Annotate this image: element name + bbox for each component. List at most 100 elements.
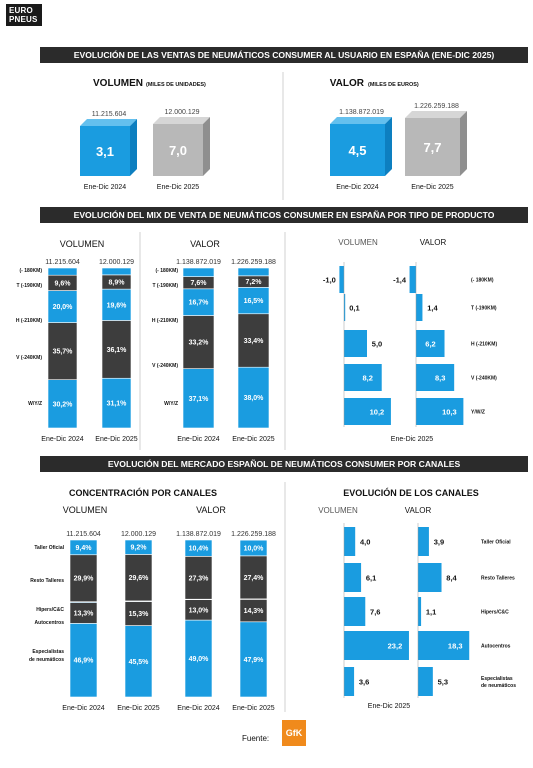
category-label: Ene-Dic 2024 [84,184,127,191]
bar-value-label: -1,4 [393,276,407,285]
bar-side [130,119,137,176]
gfk-logo: GfK [282,720,306,746]
bar-value-label: 3,9 [434,538,444,547]
category-label: Ene-Dic 2024 [177,705,220,712]
logo-line-2: PNEUS [9,15,38,24]
bar [416,398,464,425]
section-banner-canales: EVOLUCIÓN DEL MERCADO ESPAÑOL DE NEUMÁTI… [40,456,528,472]
bar-value-label: 3,6 [359,678,369,687]
segment-label: 9,4% [76,545,93,552]
bar-label: 3,1 [96,144,114,159]
segment-label: 47,9% [244,657,265,664]
category-label: (- 180KM) [471,278,494,284]
section-banner-mix: EVOLUCIÓN DEL MIX DE VENTA DE NEUMÁTICOS… [40,207,528,223]
bar [344,364,382,391]
bar [416,364,455,391]
value-label: 1.226.259.188 [414,103,459,110]
stacked-segment [237,313,270,368]
segment-label: 31,1% [107,401,128,408]
bar-value-label: 1,1 [426,608,436,617]
category-label: Ene-Dic 2024 [336,184,379,191]
section-title-canales: EVOLUCIÓN DEL MERCADO ESPAÑOL DE NEUMÁTI… [107,459,461,469]
column-title: VOLUMEN [338,238,378,247]
segment-label: 15,3% [129,611,150,618]
stacked-segment [237,287,270,315]
total-label: 1.226.259.188 [231,531,276,538]
segment-label: 27,4% [244,575,265,582]
row-label: W/Y/Z [164,401,178,407]
segment-label: 29,6% [129,575,150,582]
row-label: Resto Talleres [30,578,64,584]
bar [416,294,423,321]
bar-label: 7,7 [423,140,441,155]
stacked-segment [182,288,215,316]
stacked-segment [101,267,132,276]
bar [344,667,355,696]
category-label: Ene-Dic 2025 [232,705,275,712]
segment-label: 36,1% [107,347,128,354]
stacked-segment [124,601,153,626]
value-label: 12.000.129 [164,109,199,116]
stacked-segment [47,379,78,429]
segment-label: 16,5% [244,298,265,305]
source-label: Fuente: [242,734,270,743]
bar-side [203,117,210,176]
stacked-segment [239,539,268,557]
stacked-segment [237,267,270,277]
bar [418,667,433,696]
total-label: 12.000.129 [99,259,134,266]
category-label: Taller Oficial [481,540,511,546]
bar-value-label: 23,2 [388,642,403,651]
bar [416,330,445,357]
bar [405,118,460,176]
bar-value-label: 10,3 [442,408,457,417]
row-label: Taller Oficial [34,545,64,551]
total-label: 12.000.129 [121,531,156,538]
total-label: 11.215.604 [66,531,101,538]
row-label: V (-240KM) [152,363,178,369]
europneus-logo: EURO PNEUS [6,4,42,26]
bar [344,330,367,357]
bar [339,266,344,293]
bar-value-label: 7,6 [370,608,380,617]
segment-label: 9,6% [55,280,72,287]
row-label: V (-240KM) [16,355,42,361]
segment-label: 19,6% [107,302,128,309]
category-label: Especialistas [481,676,513,682]
column-title: VALOR [405,506,432,515]
column-title: VOLUMEN [63,505,108,515]
segment-label: 7,6% [191,280,208,287]
column-title: VALOR [196,505,226,515]
total-label: 1.138.872.019 [176,259,221,266]
bar-value-label: 8,2 [363,374,373,383]
segment-label: 33,2% [189,340,210,347]
stacked-segment [101,288,132,321]
bar-value-label: 1,4 [427,304,438,313]
row-label: T (-190KM) [16,283,42,289]
row-label: H (-210KM) [152,318,178,324]
stacked-segment [69,554,98,603]
stacked-segment [239,555,268,600]
bar-value-label: 5,0 [372,340,382,349]
stacked-segment [69,623,98,698]
chart-title: VALOR [330,78,365,89]
bar [344,563,362,592]
stacked-segment [124,625,153,698]
total-label: 1.138.872.019 [176,531,221,538]
bar [80,126,130,176]
chart-title: VOLUMEN [60,239,105,249]
segment-label: 29,9% [74,576,95,583]
segment-label: 46,9% [74,658,95,665]
bar [409,266,416,293]
chart-subtitle: (MILES DE UNIDADES) [146,82,206,88]
total-label: 1.226.259.188 [231,259,276,266]
category-label: de neumáticos [481,683,516,689]
bar [153,124,203,176]
bar-value-label: -1,0 [323,276,336,285]
stacked-segment [47,290,78,323]
category-label: Resto Talleres [481,576,515,582]
row-label: W/Y/Z [28,401,42,407]
bar-value-label: 0,1 [349,304,359,313]
value-label: 1.138.872.019 [339,109,384,116]
category-label: Ene-Dic 2025 [117,705,160,712]
